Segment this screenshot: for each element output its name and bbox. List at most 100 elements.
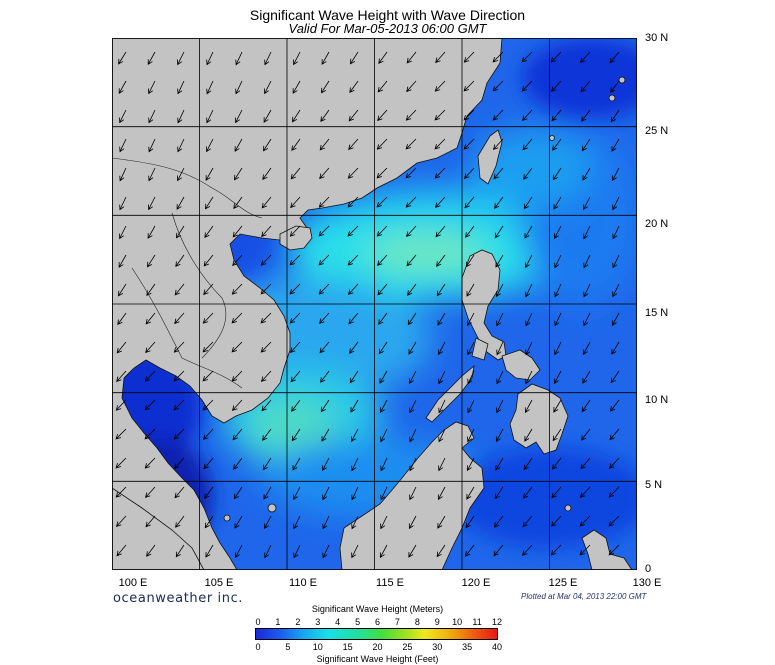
colorbar-tick-meters: 0 (255, 617, 261, 627)
direction-arrow (289, 283, 301, 295)
direction-arrow (463, 109, 475, 121)
direction-arrow (263, 109, 272, 123)
direction-arrow (493, 167, 504, 180)
direction-arrow (177, 51, 185, 66)
direction-arrow (465, 225, 475, 238)
direction-arrow (380, 486, 388, 501)
colorbar-tick-feet: 15 (342, 642, 353, 652)
direction-arrow (554, 254, 562, 269)
direction-arrow (260, 254, 272, 266)
direction-arrow (116, 370, 127, 383)
direction-arrow (203, 457, 214, 470)
lat-label: 30 N (645, 32, 669, 44)
direction-arrow (205, 544, 214, 558)
direction-arrow (465, 515, 475, 529)
direction-arrow (495, 428, 504, 443)
direction-arrow (118, 80, 127, 94)
direction-arrow (465, 544, 475, 557)
map-frame (112, 38, 637, 570)
direction-arrow (202, 341, 214, 353)
direction-arrow (321, 80, 330, 94)
direction-arrow (320, 370, 330, 383)
direction-arrow (494, 225, 504, 239)
direction-arrow (174, 486, 185, 499)
direction-arrow (496, 312, 504, 327)
direction-arrow (118, 283, 127, 297)
direction-arrow (610, 399, 620, 412)
direction-arrow (376, 167, 388, 179)
direction-arrow (467, 428, 475, 443)
direction-arrow (492, 51, 504, 63)
direction-arrow (231, 370, 243, 382)
direction-arrow (551, 486, 562, 499)
direction-arrow (147, 225, 156, 239)
direction-arrow (321, 457, 330, 472)
colorbar-title-feet: Significant Wave Height (Feet) (316, 654, 439, 664)
direction-arrow (522, 109, 533, 121)
direction-arrow (550, 544, 562, 556)
direction-arrow (319, 312, 330, 324)
direction-arrow (350, 51, 359, 65)
direction-arrow (261, 225, 272, 238)
direction-arrow (464, 196, 475, 209)
direction-arrow (232, 254, 243, 267)
direction-arrow (148, 138, 156, 153)
direction-arrow (234, 138, 243, 152)
asia-mainland (112, 38, 503, 570)
direction-arrow (378, 51, 388, 65)
direction-arrow (263, 138, 272, 152)
direction-arrow (204, 486, 214, 499)
direction-arrow (206, 80, 214, 95)
lon-label: 125 E (548, 577, 578, 589)
direction-arrow (435, 225, 446, 238)
direction-arrow (465, 254, 475, 268)
direction-arrow (496, 370, 504, 385)
direction-arrow (293, 515, 301, 530)
lat-label: 5 N (645, 479, 663, 491)
direction-arrow (148, 80, 156, 95)
direction-arrow (264, 51, 272, 66)
direction-arrow (378, 312, 388, 325)
colorbar-tick-meters: 4 (335, 617, 341, 627)
direction-arrow (291, 399, 301, 412)
direction-arrow (434, 167, 446, 179)
direction-arrow (117, 312, 127, 326)
direction-arrow (580, 51, 591, 63)
lat-lon-grid (112, 38, 637, 570)
direction-arrow (145, 312, 156, 325)
direction-arrow (579, 544, 591, 556)
direction-arrow (523, 486, 533, 499)
direction-arrow (116, 544, 127, 557)
direction-arrow (405, 167, 417, 179)
direction-arrow (522, 138, 533, 151)
direction-arrow (177, 138, 185, 153)
direction-arrow (611, 167, 620, 182)
direction-arrow (348, 283, 359, 295)
direction-arrow (351, 486, 359, 501)
direction-arrow (406, 254, 417, 267)
colorbar (255, 628, 498, 640)
direction-arrow (463, 138, 475, 150)
direction-arrow (583, 225, 591, 240)
direction-arrow (435, 51, 446, 64)
direction-arrow (233, 486, 243, 500)
direction-arrow (147, 51, 156, 65)
direction-arrow (204, 225, 214, 239)
direction-arrow (318, 283, 330, 295)
direction-arrow (608, 515, 620, 527)
direction-arrow (347, 254, 359, 266)
direction-arrow (523, 457, 533, 471)
direction-arrow (234, 167, 243, 181)
direction-arrow (610, 109, 620, 123)
direction-arrow (118, 254, 127, 268)
lon-label: 115 E (376, 577, 404, 589)
direction-arrow (376, 225, 388, 237)
direction-arrow (173, 399, 185, 411)
direction-arrow (115, 428, 127, 440)
direction-arrow (550, 51, 562, 63)
direction-arrow (176, 196, 185, 210)
direction-arrow (148, 196, 156, 211)
direction-arrow (349, 341, 359, 354)
direction-arrow (146, 544, 156, 557)
direction-arrow (319, 341, 330, 354)
